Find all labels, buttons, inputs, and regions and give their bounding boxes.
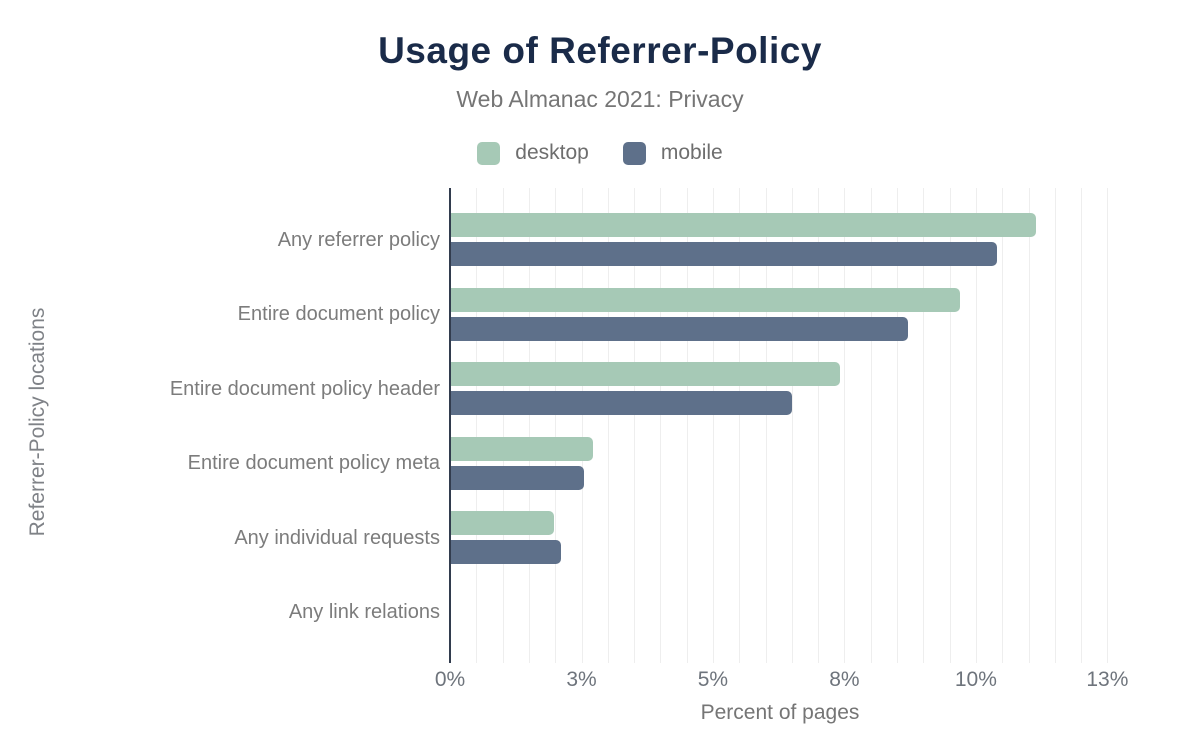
gridline: [765, 188, 767, 663]
gridline: [634, 188, 636, 663]
category-label: Any individual requests: [234, 526, 440, 549]
y-axis-line: [449, 188, 451, 663]
gridline: [975, 188, 977, 663]
x-tick-label: 5%: [697, 668, 729, 691]
x-tick-label: 13%: [1086, 668, 1129, 691]
gridline: [528, 188, 530, 663]
gridline: [607, 188, 609, 663]
gridline: [660, 188, 662, 663]
category-label: Entire document policy meta: [187, 452, 440, 474]
bar-desktop: [451, 511, 554, 535]
legend-label-desktop: desktop: [515, 141, 589, 164]
gridline: [686, 188, 688, 663]
gridline: [476, 188, 478, 663]
bar-desktop: [451, 213, 1036, 237]
x-axis-title: Percent of pages: [700, 701, 860, 724]
chart-title: Usage of Referrer-Policy: [378, 30, 822, 71]
gridline: [739, 188, 741, 663]
bar-mobile: [451, 465, 584, 490]
chart-subtitle: Web Almanac 2021: Privacy: [456, 86, 744, 112]
legend-swatch-mobile: [622, 141, 646, 165]
gridline: [712, 188, 714, 663]
category-label: Entire document policy header: [169, 377, 440, 400]
gridline: [923, 188, 925, 663]
bar-desktop: [451, 362, 841, 386]
gridline: [870, 188, 872, 663]
gridline: [1002, 188, 1004, 663]
gridline: [1028, 188, 1030, 663]
gridline: [818, 188, 820, 663]
x-tick-label: 10%: [954, 668, 997, 691]
gridline: [949, 188, 951, 663]
gridline: [555, 188, 557, 663]
bar-mobile: [451, 316, 908, 341]
legend-item-desktop: desktop: [477, 141, 589, 165]
category-label: Entire document policy: [237, 303, 440, 325]
gridline: [581, 188, 583, 663]
legend-label-mobile: mobile: [660, 141, 723, 164]
legend-swatch-desktop: [477, 141, 501, 165]
bar-mobile: [451, 391, 792, 415]
bar-desktop: [451, 287, 961, 312]
bar-mobile: [451, 540, 562, 564]
gridline: [897, 188, 898, 663]
x-tick-label: 0%: [434, 668, 466, 691]
bar-mobile: [451, 242, 997, 266]
gridline: [1107, 188, 1109, 663]
y-axis-title: Referrer-Policy locations: [26, 307, 49, 537]
gridline: [791, 188, 793, 663]
gridline: [1054, 188, 1056, 663]
bar-desktop: [451, 436, 593, 461]
gridline: [502, 188, 504, 663]
gridline: [844, 188, 846, 663]
legend: desktop mobile: [0, 141, 1200, 165]
category-label: Any referrer policy: [277, 228, 440, 251]
legend-item-mobile: mobile: [622, 141, 723, 165]
gridline: [1081, 188, 1083, 663]
x-tick-label: 3%: [566, 668, 597, 691]
category-label: Any link relations: [288, 601, 440, 623]
x-tick-label: 8%: [829, 668, 860, 691]
